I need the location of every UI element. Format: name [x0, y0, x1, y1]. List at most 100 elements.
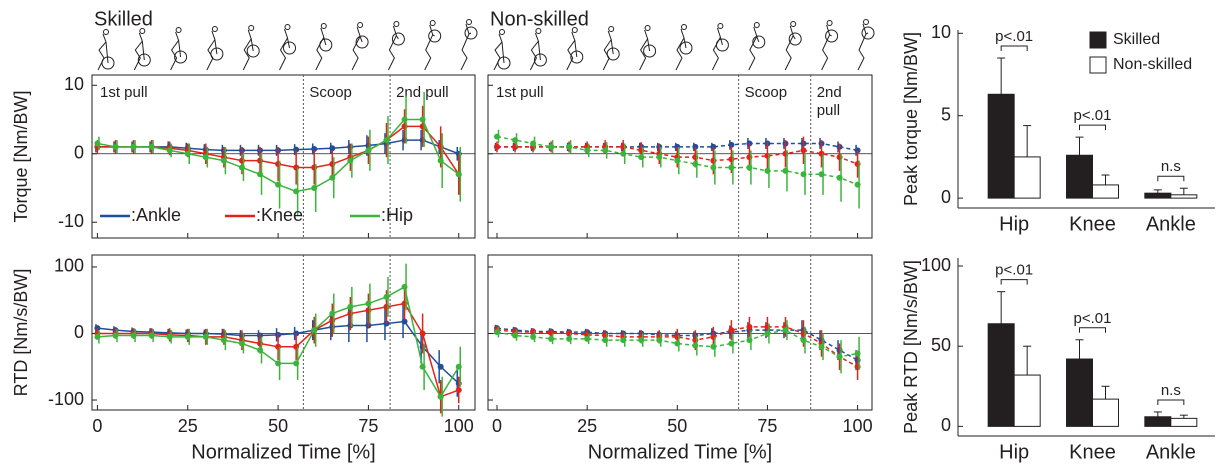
data-point — [530, 140, 537, 147]
data-point — [836, 174, 843, 181]
significance-label: p<.01 — [995, 262, 1033, 279]
data-point — [401, 318, 408, 325]
stick-figure — [857, 19, 875, 71]
x-tick-label: 50 — [268, 416, 288, 436]
data-point — [130, 143, 137, 150]
plot-frame — [91, 74, 476, 239]
data-point — [494, 329, 501, 336]
data-point — [437, 157, 444, 164]
data-point — [638, 154, 645, 161]
phase-label: Scoop — [309, 84, 352, 101]
phase-label: 1st pull — [496, 84, 544, 101]
data-point — [166, 147, 173, 154]
stick-figure — [675, 24, 693, 71]
head — [393, 21, 400, 27]
data-point — [692, 342, 699, 349]
head — [571, 27, 578, 33]
plot-frame — [91, 254, 476, 411]
legend-label: :Ankle — [131, 205, 181, 225]
x-tick-label: Hip — [999, 441, 1029, 463]
data-point — [728, 141, 735, 148]
stick-figure — [279, 24, 296, 71]
body — [460, 23, 470, 71]
data-point — [728, 327, 735, 334]
body — [242, 29, 252, 71]
data-point — [512, 332, 519, 339]
x-tick-label: Knee — [1069, 441, 1116, 463]
data-point — [347, 157, 354, 164]
data-point — [728, 340, 735, 347]
data-point — [419, 330, 426, 337]
bar — [1013, 374, 1041, 427]
stick-figure — [639, 25, 657, 71]
data-point — [184, 150, 191, 157]
arm — [105, 41, 109, 64]
data-point — [311, 327, 318, 334]
data-point — [656, 337, 663, 344]
phase-label: 2nd pull — [396, 84, 449, 101]
arm — [683, 37, 687, 49]
head — [248, 25, 255, 31]
head — [466, 19, 472, 25]
body — [748, 26, 758, 71]
head — [284, 24, 291, 30]
data-point — [202, 333, 209, 340]
plot-frame — [487, 74, 873, 239]
arm — [719, 37, 723, 46]
x-tick-label: 50 — [667, 416, 687, 436]
data-point — [419, 116, 426, 123]
data-point — [710, 343, 717, 350]
head — [753, 22, 760, 28]
plot-frame — [487, 254, 873, 411]
significance-label: p<.01 — [995, 28, 1033, 45]
data-point — [275, 360, 282, 367]
head — [826, 20, 833, 26]
data-point — [602, 337, 609, 344]
head — [863, 19, 869, 25]
arm — [359, 36, 363, 43]
legend-label: :Hip — [381, 205, 413, 225]
y-axis-label: Torque [Nm/BW] — [11, 90, 31, 222]
data-point — [746, 323, 753, 330]
data-point — [293, 146, 300, 153]
x-tick-label: Ankle — [1146, 213, 1196, 235]
data-point — [401, 116, 408, 123]
data-point — [347, 303, 354, 310]
arm — [250, 38, 254, 52]
body — [675, 28, 685, 71]
body — [493, 33, 503, 71]
head — [175, 27, 182, 33]
head — [681, 24, 687, 30]
stick-figure — [748, 22, 766, 71]
data-point — [764, 167, 771, 174]
data-point — [257, 171, 264, 178]
barbell — [643, 44, 657, 58]
data-point — [383, 293, 390, 300]
head — [139, 28, 146, 34]
barbell — [355, 35, 369, 49]
y-tick-label: -10 — [58, 211, 84, 231]
data-point — [620, 337, 627, 344]
y-tick-label: 5 — [941, 104, 951, 124]
data-point — [656, 154, 663, 161]
body — [424, 24, 434, 71]
stick-figure — [821, 20, 839, 71]
data-point — [275, 181, 282, 188]
arm — [610, 39, 614, 55]
phase-label: 2nd pull — [817, 84, 846, 119]
arm — [287, 37, 290, 49]
y-axis-label: RTD [Nm/s/BW] — [11, 269, 31, 397]
data-point — [620, 150, 627, 157]
barbell — [391, 32, 405, 46]
arm — [214, 39, 218, 55]
data-point — [638, 337, 645, 344]
data-point — [94, 333, 101, 340]
body — [566, 31, 576, 71]
significance-label: p<.01 — [1074, 310, 1112, 327]
data-point — [566, 335, 573, 342]
panel-title: Skilled — [94, 8, 153, 30]
bar — [1066, 154, 1093, 199]
x-tick-label: 75 — [757, 416, 777, 436]
stick-figure — [602, 26, 620, 71]
